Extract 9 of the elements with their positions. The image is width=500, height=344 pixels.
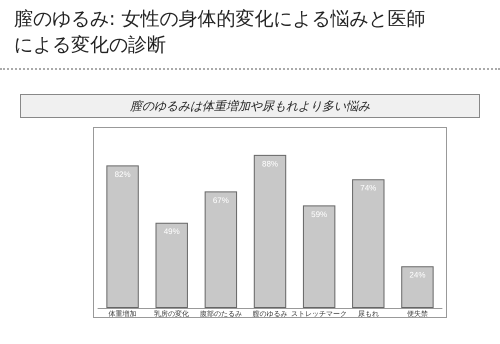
- bar: [254, 154, 286, 308]
- bar: [155, 222, 188, 308]
- bar: [204, 191, 238, 308]
- bar: [401, 266, 434, 308]
- bar: [352, 179, 385, 308]
- bar: [106, 165, 139, 308]
- chart-subtitle: 膣のゆるみは体重増加や尿もれより多い悩み: [20, 94, 480, 118]
- chart-title: 膣のゆるみ: 女性の身体的変化による悩みと医師による変化の診断: [14, 7, 426, 58]
- bar: [302, 205, 336, 308]
